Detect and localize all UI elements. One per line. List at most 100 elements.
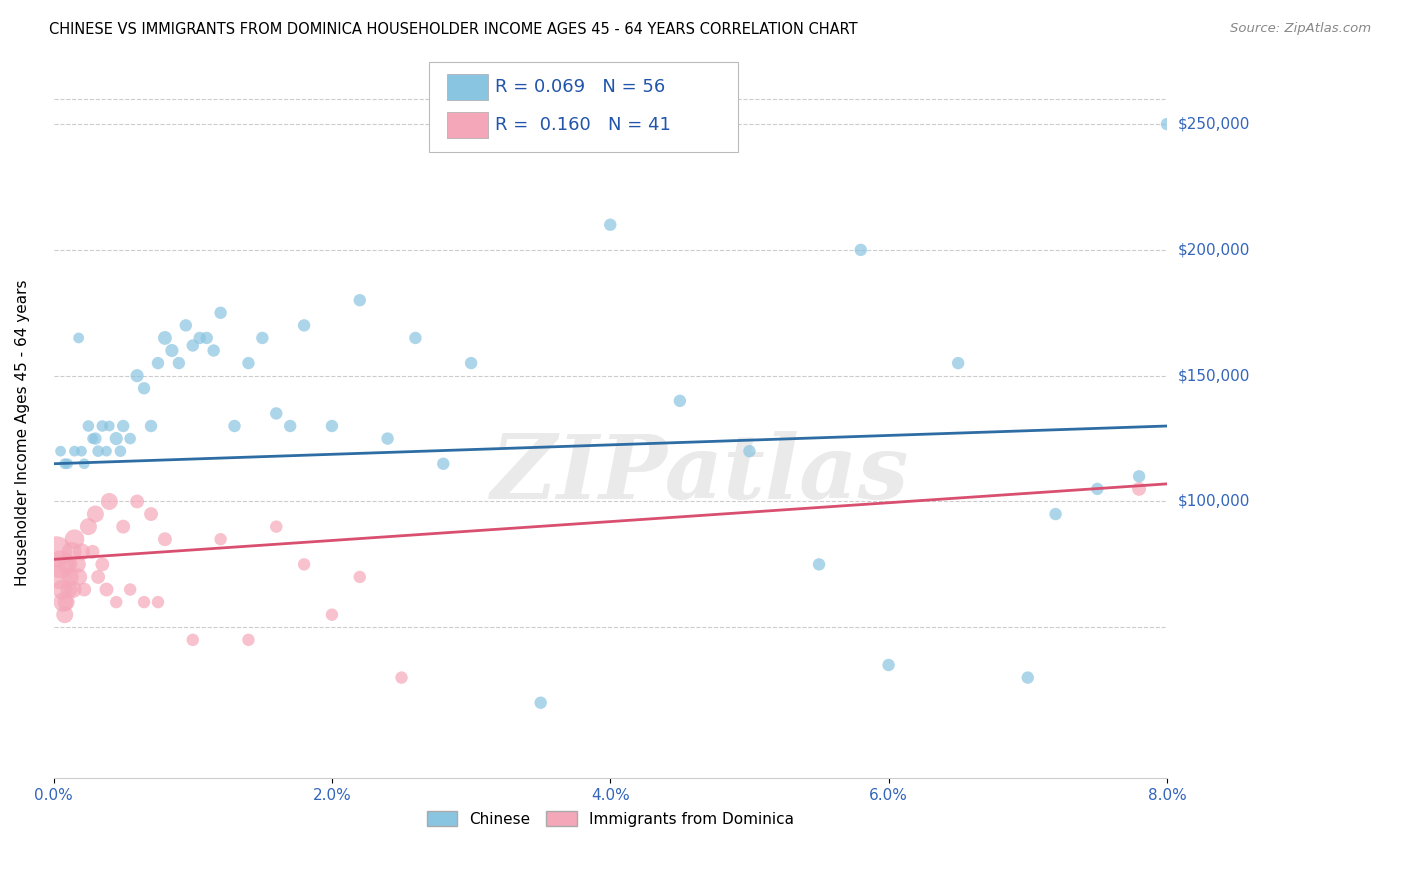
Point — [599, 218, 621, 232]
Point — [96, 582, 118, 597]
Text: $150,000: $150,000 — [1178, 368, 1250, 384]
Point — [224, 419, 246, 434]
Point — [112, 519, 135, 533]
Point — [738, 444, 761, 458]
Point — [56, 457, 79, 471]
Point — [209, 533, 232, 547]
Point — [120, 432, 142, 446]
Point — [139, 419, 162, 434]
Point — [49, 558, 72, 572]
Point — [82, 432, 104, 446]
Point — [238, 632, 260, 647]
Point — [139, 507, 162, 521]
Point — [48, 570, 70, 584]
Point — [73, 582, 96, 597]
Point — [98, 419, 121, 434]
Point — [105, 432, 128, 446]
Point — [60, 545, 83, 559]
Text: $100,000: $100,000 — [1178, 494, 1250, 509]
Point — [877, 658, 900, 673]
Point — [278, 419, 301, 434]
Point — [53, 457, 76, 471]
Point — [181, 632, 204, 647]
Point — [153, 331, 176, 345]
Point — [391, 671, 413, 685]
Text: R = 0.069   N = 56: R = 0.069 N = 56 — [495, 78, 665, 95]
Point — [146, 595, 169, 609]
Point — [132, 381, 155, 395]
Point — [195, 331, 218, 345]
Point — [127, 368, 149, 383]
Text: R =  0.160   N = 41: R = 0.160 N = 41 — [495, 116, 671, 134]
Point — [174, 318, 197, 333]
Point — [132, 595, 155, 609]
Point — [349, 570, 371, 584]
Point — [56, 558, 79, 572]
Point — [404, 331, 426, 345]
Point — [77, 419, 100, 434]
Text: ZIPatlas: ZIPatlas — [491, 431, 908, 517]
Point — [67, 570, 90, 584]
Text: $250,000: $250,000 — [1178, 117, 1250, 132]
Point — [1085, 482, 1108, 496]
Point — [292, 558, 315, 572]
Point — [67, 331, 90, 345]
Point — [460, 356, 482, 370]
Point — [181, 338, 204, 352]
Point — [321, 419, 343, 434]
Point — [252, 331, 274, 345]
Point — [264, 519, 287, 533]
Point — [51, 582, 73, 597]
Point — [62, 582, 84, 597]
Point — [120, 582, 142, 597]
Point — [808, 558, 831, 572]
Point — [105, 595, 128, 609]
Point — [59, 570, 82, 584]
Point — [1017, 671, 1039, 685]
Point — [849, 243, 872, 257]
Point — [73, 457, 96, 471]
Point — [58, 582, 80, 597]
Point — [432, 457, 454, 471]
Point — [87, 444, 110, 458]
Point — [91, 558, 114, 572]
Point — [110, 444, 132, 458]
Point — [292, 318, 315, 333]
Point — [209, 306, 232, 320]
Point — [84, 432, 107, 446]
Point — [87, 570, 110, 584]
Legend: Chinese, Immigrants from Dominica: Chinese, Immigrants from Dominica — [420, 805, 800, 833]
Point — [146, 356, 169, 370]
Point — [153, 533, 176, 547]
Point — [1128, 469, 1150, 483]
Point — [202, 343, 225, 358]
Point — [112, 419, 135, 434]
Point — [669, 393, 692, 408]
Point — [377, 432, 399, 446]
Point — [91, 419, 114, 434]
Point — [349, 293, 371, 308]
Point — [98, 494, 121, 508]
Point — [188, 331, 211, 345]
Point — [1156, 117, 1178, 131]
Point — [1128, 482, 1150, 496]
Point — [63, 444, 86, 458]
Point — [1045, 507, 1067, 521]
Y-axis label: Householder Income Ages 45 - 64 years: Householder Income Ages 45 - 64 years — [15, 279, 30, 585]
Text: $200,000: $200,000 — [1178, 243, 1250, 258]
Point — [96, 444, 118, 458]
Point — [530, 696, 553, 710]
Point — [167, 356, 190, 370]
Point — [63, 533, 86, 547]
Point — [55, 595, 77, 609]
Point — [946, 356, 969, 370]
Point — [53, 607, 76, 622]
Point — [160, 343, 183, 358]
Point — [49, 444, 72, 458]
Text: CHINESE VS IMMIGRANTS FROM DOMINICA HOUSEHOLDER INCOME AGES 45 - 64 YEARS CORREL: CHINESE VS IMMIGRANTS FROM DOMINICA HOUS… — [49, 22, 858, 37]
Point — [321, 607, 343, 622]
Point — [70, 545, 93, 559]
Point — [264, 406, 287, 420]
Point — [52, 595, 75, 609]
Point — [84, 507, 107, 521]
